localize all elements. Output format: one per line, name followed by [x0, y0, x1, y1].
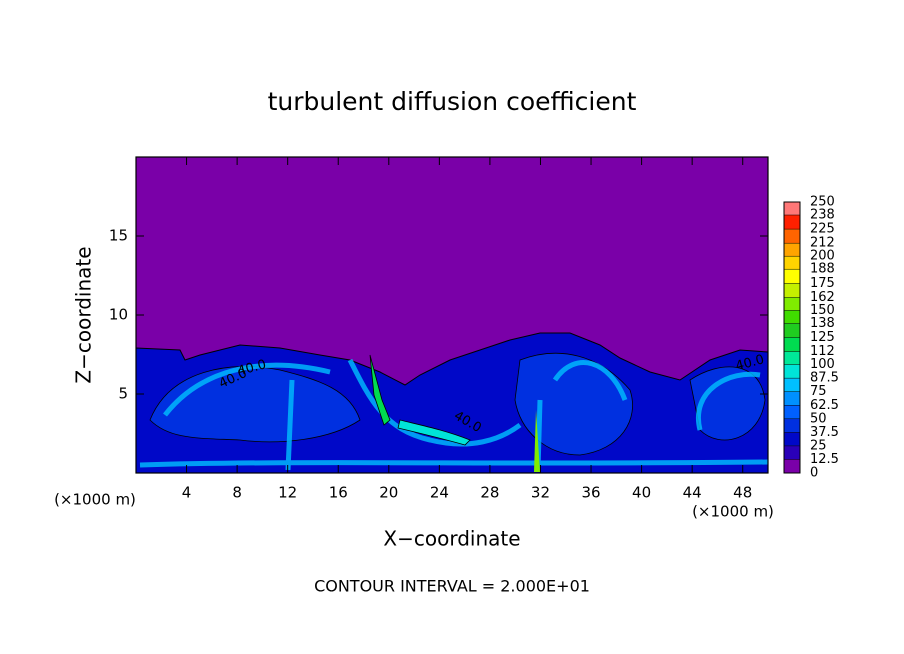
colorbar-label: 75	[810, 384, 827, 399]
x-tick-label: 36	[581, 484, 600, 502]
colorbar-band	[784, 323, 800, 338]
streaks	[139, 358, 768, 471]
colorbar-band	[784, 432, 800, 446]
peak-region	[369, 354, 391, 426]
colorbar-label: 12.5	[810, 452, 839, 467]
colorbar-band	[784, 310, 800, 324]
colorbar-label: 175	[810, 276, 835, 291]
colorbar-label: 238	[810, 208, 835, 223]
x-tick-label: 32	[531, 484, 550, 502]
colorbar-band	[784, 337, 800, 352]
colorbar-label: 37.5	[810, 425, 839, 440]
y-tick-label: 15	[109, 227, 128, 245]
x-tick-label: 12	[278, 484, 297, 502]
colorbar-label: 0	[810, 466, 818, 481]
footnote: CONTOUR INTERVAL = 2.000E+01	[314, 577, 590, 596]
colorbar-label: 25	[810, 438, 827, 453]
x-tick-label: 40	[632, 484, 651, 502]
contour-label: 40.0	[734, 352, 766, 374]
x-tick-label: 4	[182, 484, 192, 502]
colorbar-label: 87.5	[810, 371, 839, 386]
x-tick-label: 8	[232, 484, 242, 502]
colorbar-band	[784, 459, 800, 473]
colorbar-label: 188	[810, 262, 835, 277]
colorbar-band	[784, 229, 800, 244]
x-axis-label: X−coordinate	[383, 527, 520, 551]
high-region	[689, 366, 766, 441]
colorbar-band	[784, 445, 800, 460]
high-region	[514, 352, 633, 456]
colorbar-label: 212	[810, 236, 835, 251]
y-unit-label: (×1000 m)	[54, 491, 136, 509]
colorbar-band	[784, 202, 800, 216]
colorbar-label: 225	[810, 222, 835, 237]
colorbar-label: 112	[810, 344, 835, 359]
colorbar-label: 162	[810, 290, 835, 305]
peak-region	[534, 410, 540, 472]
colorbar-band	[784, 269, 800, 284]
contour-field: 40.0 40.0 40.0 40.0	[136, 157, 768, 473]
colorbar-band	[784, 405, 800, 419]
colorbar-band	[784, 283, 800, 298]
x-tick-label: 44	[683, 484, 702, 502]
colorbar-band	[784, 378, 800, 392]
colorbar-band	[784, 418, 800, 433]
colorbar-band	[784, 256, 800, 270]
colorbar-label: 125	[810, 330, 835, 345]
colorbar-band	[784, 297, 800, 311]
y-tick-label: 5	[118, 385, 128, 403]
colorbar-label: 138	[810, 316, 835, 331]
peak-region	[397, 419, 471, 446]
x-tick-label: 16	[329, 484, 348, 502]
x-tick-label: 48	[733, 484, 752, 502]
chart-title: turbulent diffusion coefficient	[268, 87, 637, 116]
colorbar-band	[784, 391, 800, 406]
colorbar-label: 150	[810, 303, 835, 318]
colorbar-band	[784, 351, 800, 365]
y-tick-label: 10	[109, 306, 128, 324]
colorbar-band	[784, 364, 800, 379]
contour-label: 40.0	[236, 357, 268, 379]
colorbar-band	[784, 215, 800, 230]
colorbar-band	[784, 243, 800, 257]
colorbar-label: 100	[810, 357, 835, 372]
x-tick-label: 28	[480, 484, 499, 502]
x-tick-label: 20	[379, 484, 398, 502]
colorbar-label: 62.5	[810, 398, 839, 413]
x-unit-label: (×1000 m)	[692, 503, 774, 521]
colorbar-label: 250	[810, 195, 835, 210]
y-axis-label: Z−coordinate	[72, 246, 96, 383]
x-tick-label: 24	[430, 484, 449, 502]
colorbar-label: 200	[810, 249, 835, 264]
colorbar-label: 50	[810, 411, 827, 426]
